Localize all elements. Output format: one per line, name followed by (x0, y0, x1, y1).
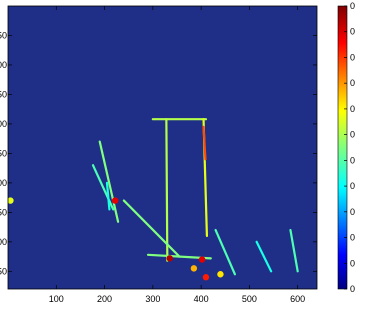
heatmap-hotspot-14 (166, 255, 173, 262)
x-tick-label: 600 (290, 294, 305, 304)
colorbar-tick-label: 0 (350, 155, 355, 165)
plot-background (8, 6, 317, 289)
y-tick-label: 50 (0, 30, 7, 40)
x-tick-label: 300 (145, 294, 160, 304)
heatmap-feature-4 (202, 125, 207, 161)
colorbar-ticks: 0 0 0 0 0 0 0 0 0 0 0 0 (344, 1, 355, 294)
heatmap-feature-7 (122, 199, 181, 258)
colorbar-tick-label: 0 (350, 130, 355, 140)
y-tick-label: 00 (0, 60, 7, 70)
y-tick-label: 50 (0, 207, 7, 217)
heatmap-feature-10 (255, 240, 273, 273)
y-tick-label: 00 (0, 178, 7, 188)
colorbar-tick-label: 0 (350, 52, 355, 62)
x-tick-label: 500 (242, 294, 257, 304)
heatmap-hotspot-15 (198, 256, 206, 263)
heatmap-hotspot-18 (217, 271, 224, 278)
colorbar-tick-label: 0 (350, 1, 355, 11)
heatmap-hotspot-16 (202, 274, 210, 281)
heatmap-hotspot-13 (111, 197, 119, 204)
y-tick-label: 50 (0, 148, 7, 158)
y-tick-label: 00 (0, 119, 7, 129)
colorbar-tick-label: 0 (350, 258, 355, 268)
colorbar-tick-label: 0 (350, 233, 355, 243)
y-tick-label: 50 (0, 266, 7, 276)
heatmap-feature-5 (98, 140, 120, 223)
heatmap-hotspot-19 (8, 197, 14, 204)
colorbar (337, 5, 348, 290)
colorbar-tick-label: 0 (350, 207, 355, 217)
x-axis: 100 200 300 400 500 600 (49, 6, 305, 304)
x-tick-label: 100 (49, 294, 64, 304)
heatmap-feature-6 (91, 164, 115, 211)
heatmap-marks (8, 118, 299, 281)
plot-frame (7, 5, 318, 290)
y-axis: 50 00 50 00 50 00 50 00 50 (0, 30, 317, 276)
heatmap-feature-12 (105, 181, 111, 211)
x-tick-label: 400 (194, 294, 209, 304)
y-tick-label: 00 (0, 237, 7, 247)
heatmap-feature-1 (165, 118, 169, 262)
y-tick-label: 50 (0, 89, 7, 99)
colorbar-tick-label: 0 (350, 27, 355, 37)
colorbar-tick-label: 0 (350, 78, 355, 88)
x-tick-label: 200 (97, 294, 112, 304)
colorbar-tick-label: 0 (350, 181, 355, 191)
heatmap-hotspot-17 (190, 265, 198, 272)
colorbar-tick-label: 0 (350, 284, 355, 294)
heatmap-feature-9 (214, 228, 237, 276)
heatmap-feature-11 (289, 228, 299, 273)
colorbar-tick-label: 0 (350, 104, 355, 114)
